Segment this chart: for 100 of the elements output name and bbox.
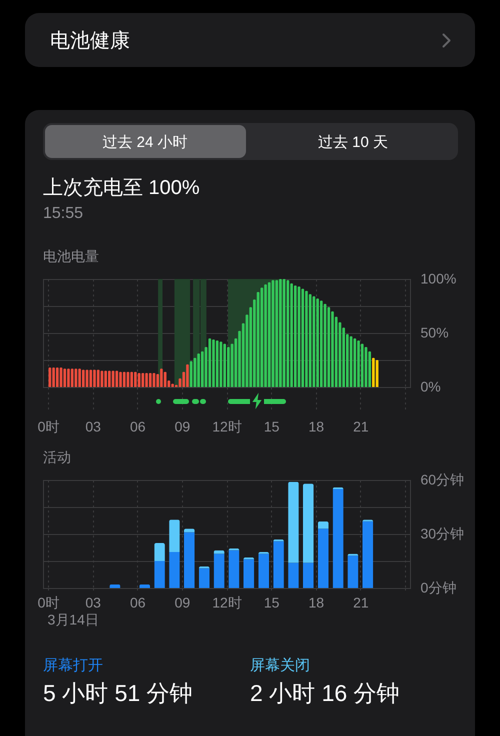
text: 过去 10 天 — [318, 134, 388, 150]
bar — [324, 304, 326, 387]
bar — [104, 370, 107, 387]
bar — [138, 372, 140, 387]
y-tick-label: 100% — [420, 270, 456, 286]
y-tick-label: 0% — [420, 378, 441, 394]
bar — [364, 347, 368, 387]
text: 电池健康 — [50, 30, 130, 52]
bar — [288, 562, 299, 588]
bar — [56, 368, 59, 387]
bar — [169, 552, 180, 588]
bar — [268, 282, 271, 387]
chart-title: 电池电量 — [43, 248, 99, 264]
bar — [258, 554, 270, 588]
x-tick-label: 15 — [264, 594, 280, 610]
bar — [260, 288, 264, 387]
bar — [227, 347, 230, 387]
bar — [362, 521, 374, 588]
bar — [96, 370, 100, 387]
bar — [78, 368, 81, 387]
x-tick-label: 03 — [85, 418, 102, 434]
bar — [67, 368, 70, 387]
x-tick-label: 03 — [85, 594, 102, 610]
y-tick-label: 0分钟 — [420, 580, 456, 596]
x-tick-label: 06 — [130, 418, 146, 434]
x-tick-label: 09 — [174, 594, 190, 610]
bar — [288, 482, 299, 563]
bar — [86, 370, 88, 387]
bar — [154, 561, 165, 588]
bar — [186, 364, 189, 387]
bar — [220, 342, 222, 387]
bar — [74, 368, 78, 387]
bar — [327, 307, 330, 387]
bar — [115, 370, 118, 387]
bar — [112, 370, 114, 387]
text: 过去 24 小时 — [102, 134, 188, 150]
bar — [360, 344, 364, 387]
bar — [52, 368, 55, 387]
bar — [141, 372, 144, 387]
bar — [93, 370, 96, 387]
bar — [318, 521, 329, 529]
bar — [305, 290, 308, 387]
bar — [302, 562, 314, 588]
bar — [122, 372, 126, 387]
bar — [48, 368, 52, 387]
bar — [318, 528, 329, 588]
bar — [82, 370, 85, 387]
text: 2 小时 16 分钟 — [250, 680, 400, 706]
bar — [348, 556, 358, 588]
bar — [108, 370, 111, 387]
x-tick-label: 21 — [353, 594, 369, 610]
bar — [256, 292, 260, 387]
bar — [89, 370, 92, 387]
bar — [200, 351, 204, 387]
bar — [331, 311, 334, 387]
bar — [214, 554, 224, 588]
bar — [243, 559, 254, 588]
bar — [228, 550, 240, 588]
bar — [184, 532, 195, 588]
bar — [194, 358, 196, 387]
bar — [198, 568, 210, 588]
bar — [368, 351, 372, 387]
bar — [197, 354, 200, 387]
bar — [164, 372, 166, 387]
x-tick-label: 15 — [264, 418, 280, 434]
bar — [169, 520, 180, 552]
bar — [320, 300, 323, 387]
text: 上次充电至 100% — [43, 177, 200, 199]
bar — [275, 280, 278, 387]
text: 15:55 — [43, 205, 84, 222]
y-tick-label: 60分钟 — [420, 472, 464, 488]
bar — [294, 285, 297, 387]
bar — [208, 338, 212, 387]
bar — [139, 584, 150, 588]
x-tick-label: 0时 — [38, 594, 60, 610]
bar — [130, 372, 134, 387]
bar — [216, 340, 219, 387]
bar — [145, 372, 148, 387]
bar — [100, 370, 104, 387]
x-tick-label: 12时 — [212, 594, 242, 610]
bar — [298, 286, 300, 387]
x-tick-label: 06 — [130, 594, 146, 610]
bar — [286, 280, 290, 387]
bar — [152, 372, 156, 387]
y-tick-label: 50% — [420, 324, 449, 340]
bar — [332, 489, 344, 588]
x-tick-label: 0时 — [38, 418, 60, 434]
bar — [282, 279, 286, 387]
bar — [353, 338, 356, 387]
bar — [372, 358, 375, 387]
text: 5 小时 51 分钟 — [43, 680, 193, 706]
bar — [308, 294, 312, 387]
bar — [60, 368, 62, 387]
bar — [63, 368, 66, 387]
bar — [279, 279, 282, 387]
bar — [316, 298, 319, 387]
text: 屏幕关闭 — [250, 656, 310, 674]
x-tick-label: 18 — [308, 418, 324, 434]
bar — [301, 288, 304, 387]
bar — [160, 368, 163, 387]
